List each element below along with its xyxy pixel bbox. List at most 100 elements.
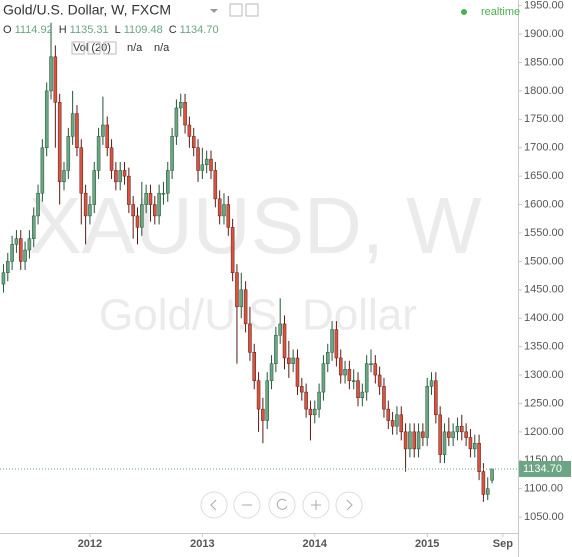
y-tick-label: 1350.00 (524, 341, 564, 353)
candle-body (377, 374, 382, 387)
candle-body (196, 147, 200, 171)
candle-body (14, 238, 19, 245)
y-tick-label: 1600.00 (524, 198, 564, 210)
candle-body (408, 431, 412, 450)
watermark-description: Gold/U.S. Dollar (99, 291, 417, 340)
candle-body (131, 204, 135, 217)
candle-body (369, 363, 373, 365)
y-tick-label: 1850.00 (524, 56, 564, 68)
candle-body (382, 386, 386, 410)
candle-body (27, 238, 32, 251)
candle-body (360, 391, 365, 399)
ohlc-value: 1135.31 (70, 24, 109, 36)
candle-body (477, 442, 481, 472)
candle-body (412, 431, 416, 450)
realtime-status: realtime (481, 6, 520, 18)
candle-body (187, 124, 192, 137)
candle-body (114, 170, 118, 183)
candle-body (274, 335, 278, 364)
candle-body (421, 431, 425, 438)
candle-body (490, 468, 494, 481)
y-tick-label: 1550.00 (524, 227, 564, 239)
scroll-left-button[interactable] (200, 491, 228, 519)
status-dot (461, 9, 467, 15)
candle-body (148, 192, 153, 205)
volume-value: n/a (127, 42, 143, 54)
candle-body (217, 198, 222, 217)
ohlc-label: C (169, 24, 177, 36)
y-tick-label: 1300.00 (524, 369, 564, 381)
candle-body (191, 136, 196, 148)
ohlc-label: H (59, 24, 67, 36)
candle-body (460, 425, 464, 433)
candle-body (442, 431, 447, 455)
y-tick-label: 1200.00 (524, 426, 564, 438)
y-tick-label: 1950.00 (524, 0, 564, 12)
x-tick-label: 2012 (78, 538, 102, 550)
candle-body (118, 170, 122, 183)
volume-format[interactable] (87, 41, 101, 55)
y-tick-label: 1500.00 (524, 255, 564, 267)
candle-body (321, 363, 326, 393)
candle-body (96, 136, 101, 171)
candle-body (338, 357, 343, 376)
candle-body (88, 204, 92, 217)
y-tick-label: 1900.00 (524, 28, 564, 40)
candle-body (304, 391, 308, 410)
candle-body (144, 192, 148, 205)
candle-body (166, 170, 170, 194)
candle-body (351, 380, 356, 382)
candle-body (451, 431, 455, 438)
candle-body (230, 227, 235, 274)
candle-body (183, 102, 187, 126)
plot-area (1, 22, 494, 502)
scroll-right-button[interactable] (335, 491, 363, 519)
candle-body (300, 386, 304, 393)
candle-body (53, 56, 58, 103)
candle-body (239, 289, 244, 308)
candle-body (455, 425, 460, 433)
candle-body (44, 90, 49, 148)
x-tick-label: 2015 (415, 538, 439, 550)
ohlc-value: 1114.92 (15, 24, 53, 36)
reset-button[interactable] (268, 491, 296, 519)
volume-close[interactable] (103, 41, 117, 55)
candle-body (170, 136, 174, 171)
settings-button[interactable] (229, 3, 243, 17)
y-tick-label: 1750.00 (524, 113, 564, 125)
candle-body (222, 204, 226, 217)
ohlc-label: L (115, 24, 121, 36)
legend-header: Gold/U.S. Dollar, W, FXCM realtime Vol (… (3, 2, 520, 55)
candle-body (127, 175, 131, 205)
watermark-group: XAUUSD, W Gold/U.S. Dollar (28, 181, 482, 340)
candle-body (105, 124, 109, 148)
candle-body (256, 380, 261, 410)
candle-body (70, 113, 75, 137)
y-tick-label: 1250.00 (524, 397, 564, 409)
candle-body (468, 437, 473, 450)
x-tick-label: 2013 (190, 538, 214, 550)
candle-body (200, 164, 205, 171)
candle-body (416, 431, 421, 450)
candle-body (83, 192, 88, 217)
candle-body (291, 357, 295, 364)
y-tick-label: 1800.00 (524, 85, 564, 97)
format-button[interactable] (245, 3, 259, 17)
volume-value: n/a (154, 42, 170, 54)
candle-body (252, 352, 257, 381)
last-price-label: 1134.70 (523, 463, 562, 475)
candle-body (447, 431, 451, 438)
y-tick-label: 1700.00 (524, 142, 564, 154)
candle-body (278, 323, 282, 336)
candle-body (49, 56, 53, 92)
candle-body (287, 357, 291, 364)
volume-settings[interactable] (71, 41, 85, 55)
y-tick-label: 1650.00 (524, 170, 564, 182)
dropdown-icon[interactable] (210, 9, 218, 13)
candle-body (101, 124, 105, 137)
candle-body (343, 369, 347, 376)
reset-icon (276, 498, 288, 510)
y-tick-label: 1400.00 (524, 312, 564, 324)
candle-body (213, 170, 218, 200)
